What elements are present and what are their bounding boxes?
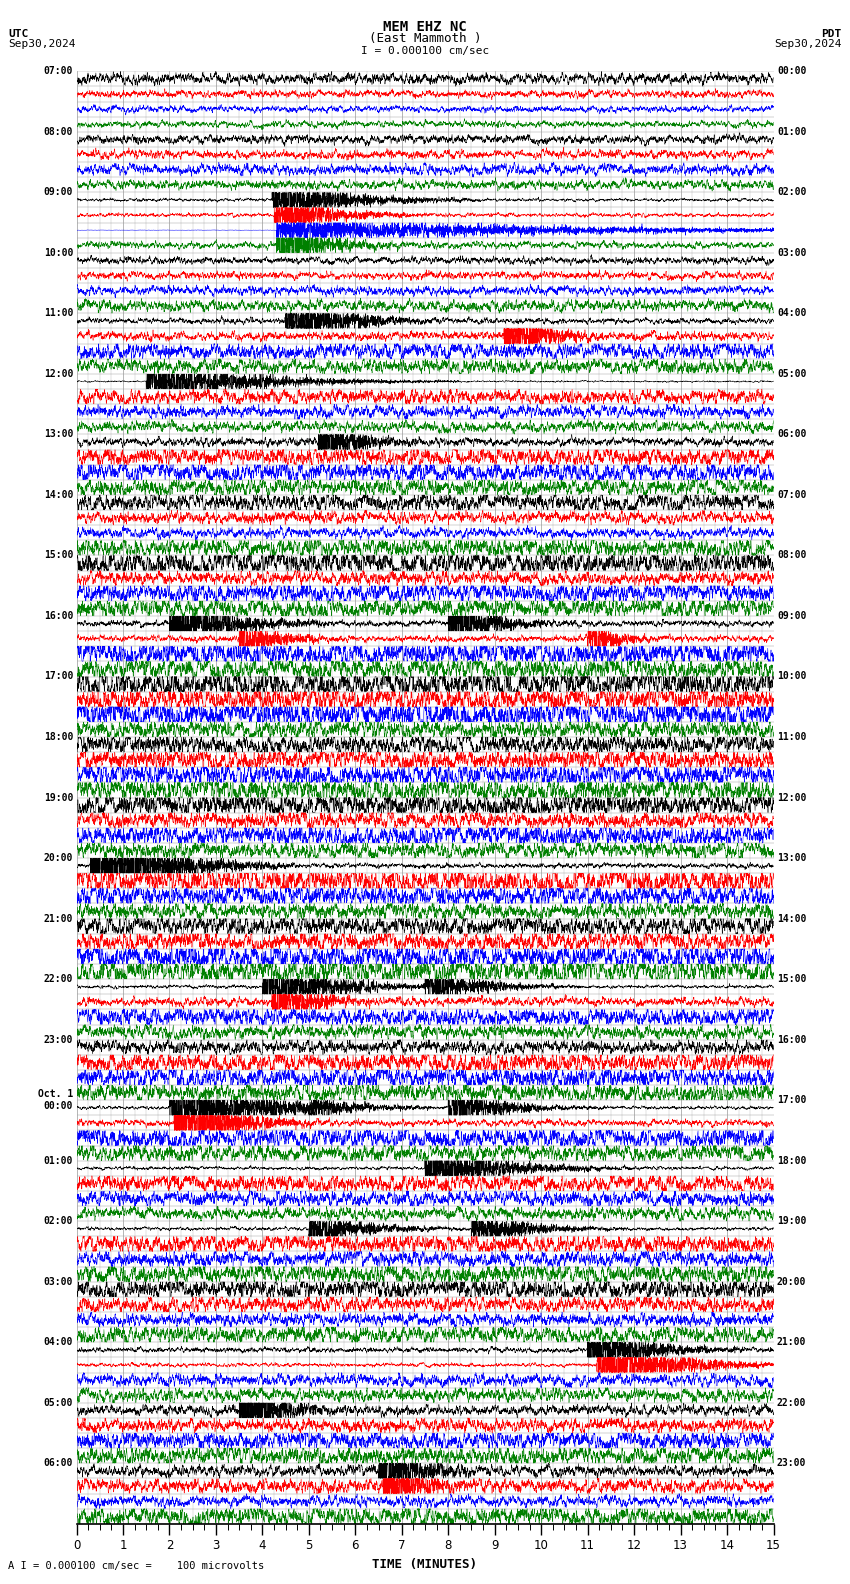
Text: 01:00: 01:00 [43,1156,73,1166]
Text: 10:00: 10:00 [777,672,807,681]
Text: 06:00: 06:00 [43,1459,73,1468]
Text: 16:00: 16:00 [43,611,73,621]
Text: (East Mammoth ): (East Mammoth ) [369,32,481,44]
Text: MEM EHZ NC: MEM EHZ NC [383,21,467,33]
Text: 19:00: 19:00 [777,1217,807,1226]
Text: 23:00: 23:00 [43,1034,73,1044]
Text: 21:00: 21:00 [43,914,73,923]
Text: 20:00: 20:00 [777,1277,807,1286]
Text: 22:00: 22:00 [777,1397,807,1408]
Text: 07:00: 07:00 [43,67,73,76]
Text: 13:00: 13:00 [777,854,807,863]
Text: 01:00: 01:00 [777,127,807,136]
Text: 14:00: 14:00 [43,489,73,501]
Text: Sep30,2024: Sep30,2024 [774,38,842,49]
Text: 11:00: 11:00 [777,732,807,741]
Text: 00:00: 00:00 [777,67,807,76]
Text: 17:00: 17:00 [777,1095,807,1106]
Text: 20:00: 20:00 [43,854,73,863]
Text: 06:00: 06:00 [777,429,807,439]
Text: 08:00: 08:00 [43,127,73,136]
Text: Oct. 1
00:00: Oct. 1 00:00 [37,1090,73,1110]
Text: 18:00: 18:00 [43,732,73,741]
Text: 15:00: 15:00 [43,551,73,561]
Text: 03:00: 03:00 [777,247,807,258]
Text: PDT: PDT [821,29,842,38]
Text: 03:00: 03:00 [43,1277,73,1286]
Text: 07:00: 07:00 [777,489,807,501]
Text: 04:00: 04:00 [777,309,807,318]
Text: 23:00: 23:00 [777,1459,807,1468]
Text: 09:00: 09:00 [43,187,73,198]
Text: 10:00: 10:00 [43,247,73,258]
Text: 14:00: 14:00 [777,914,807,923]
Text: 11:00: 11:00 [43,309,73,318]
Text: 04:00: 04:00 [43,1337,73,1348]
Text: 15:00: 15:00 [777,974,807,984]
X-axis label: TIME (MINUTES): TIME (MINUTES) [372,1557,478,1571]
Text: 02:00: 02:00 [43,1217,73,1226]
Text: UTC: UTC [8,29,29,38]
Text: A I = 0.000100 cm/sec =    100 microvolts: A I = 0.000100 cm/sec = 100 microvolts [8,1562,264,1571]
Text: 02:00: 02:00 [777,187,807,198]
Text: 08:00: 08:00 [777,551,807,561]
Text: 21:00: 21:00 [777,1337,807,1348]
Text: 18:00: 18:00 [777,1156,807,1166]
Text: 13:00: 13:00 [43,429,73,439]
Text: 12:00: 12:00 [43,369,73,379]
Text: 05:00: 05:00 [43,1397,73,1408]
Text: Sep30,2024: Sep30,2024 [8,38,76,49]
Text: 09:00: 09:00 [777,611,807,621]
Text: 05:00: 05:00 [777,369,807,379]
Text: 19:00: 19:00 [43,792,73,803]
Text: 12:00: 12:00 [777,792,807,803]
Text: 17:00: 17:00 [43,672,73,681]
Text: 22:00: 22:00 [43,974,73,984]
Text: 16:00: 16:00 [777,1034,807,1044]
Text: I = 0.000100 cm/sec: I = 0.000100 cm/sec [361,46,489,55]
